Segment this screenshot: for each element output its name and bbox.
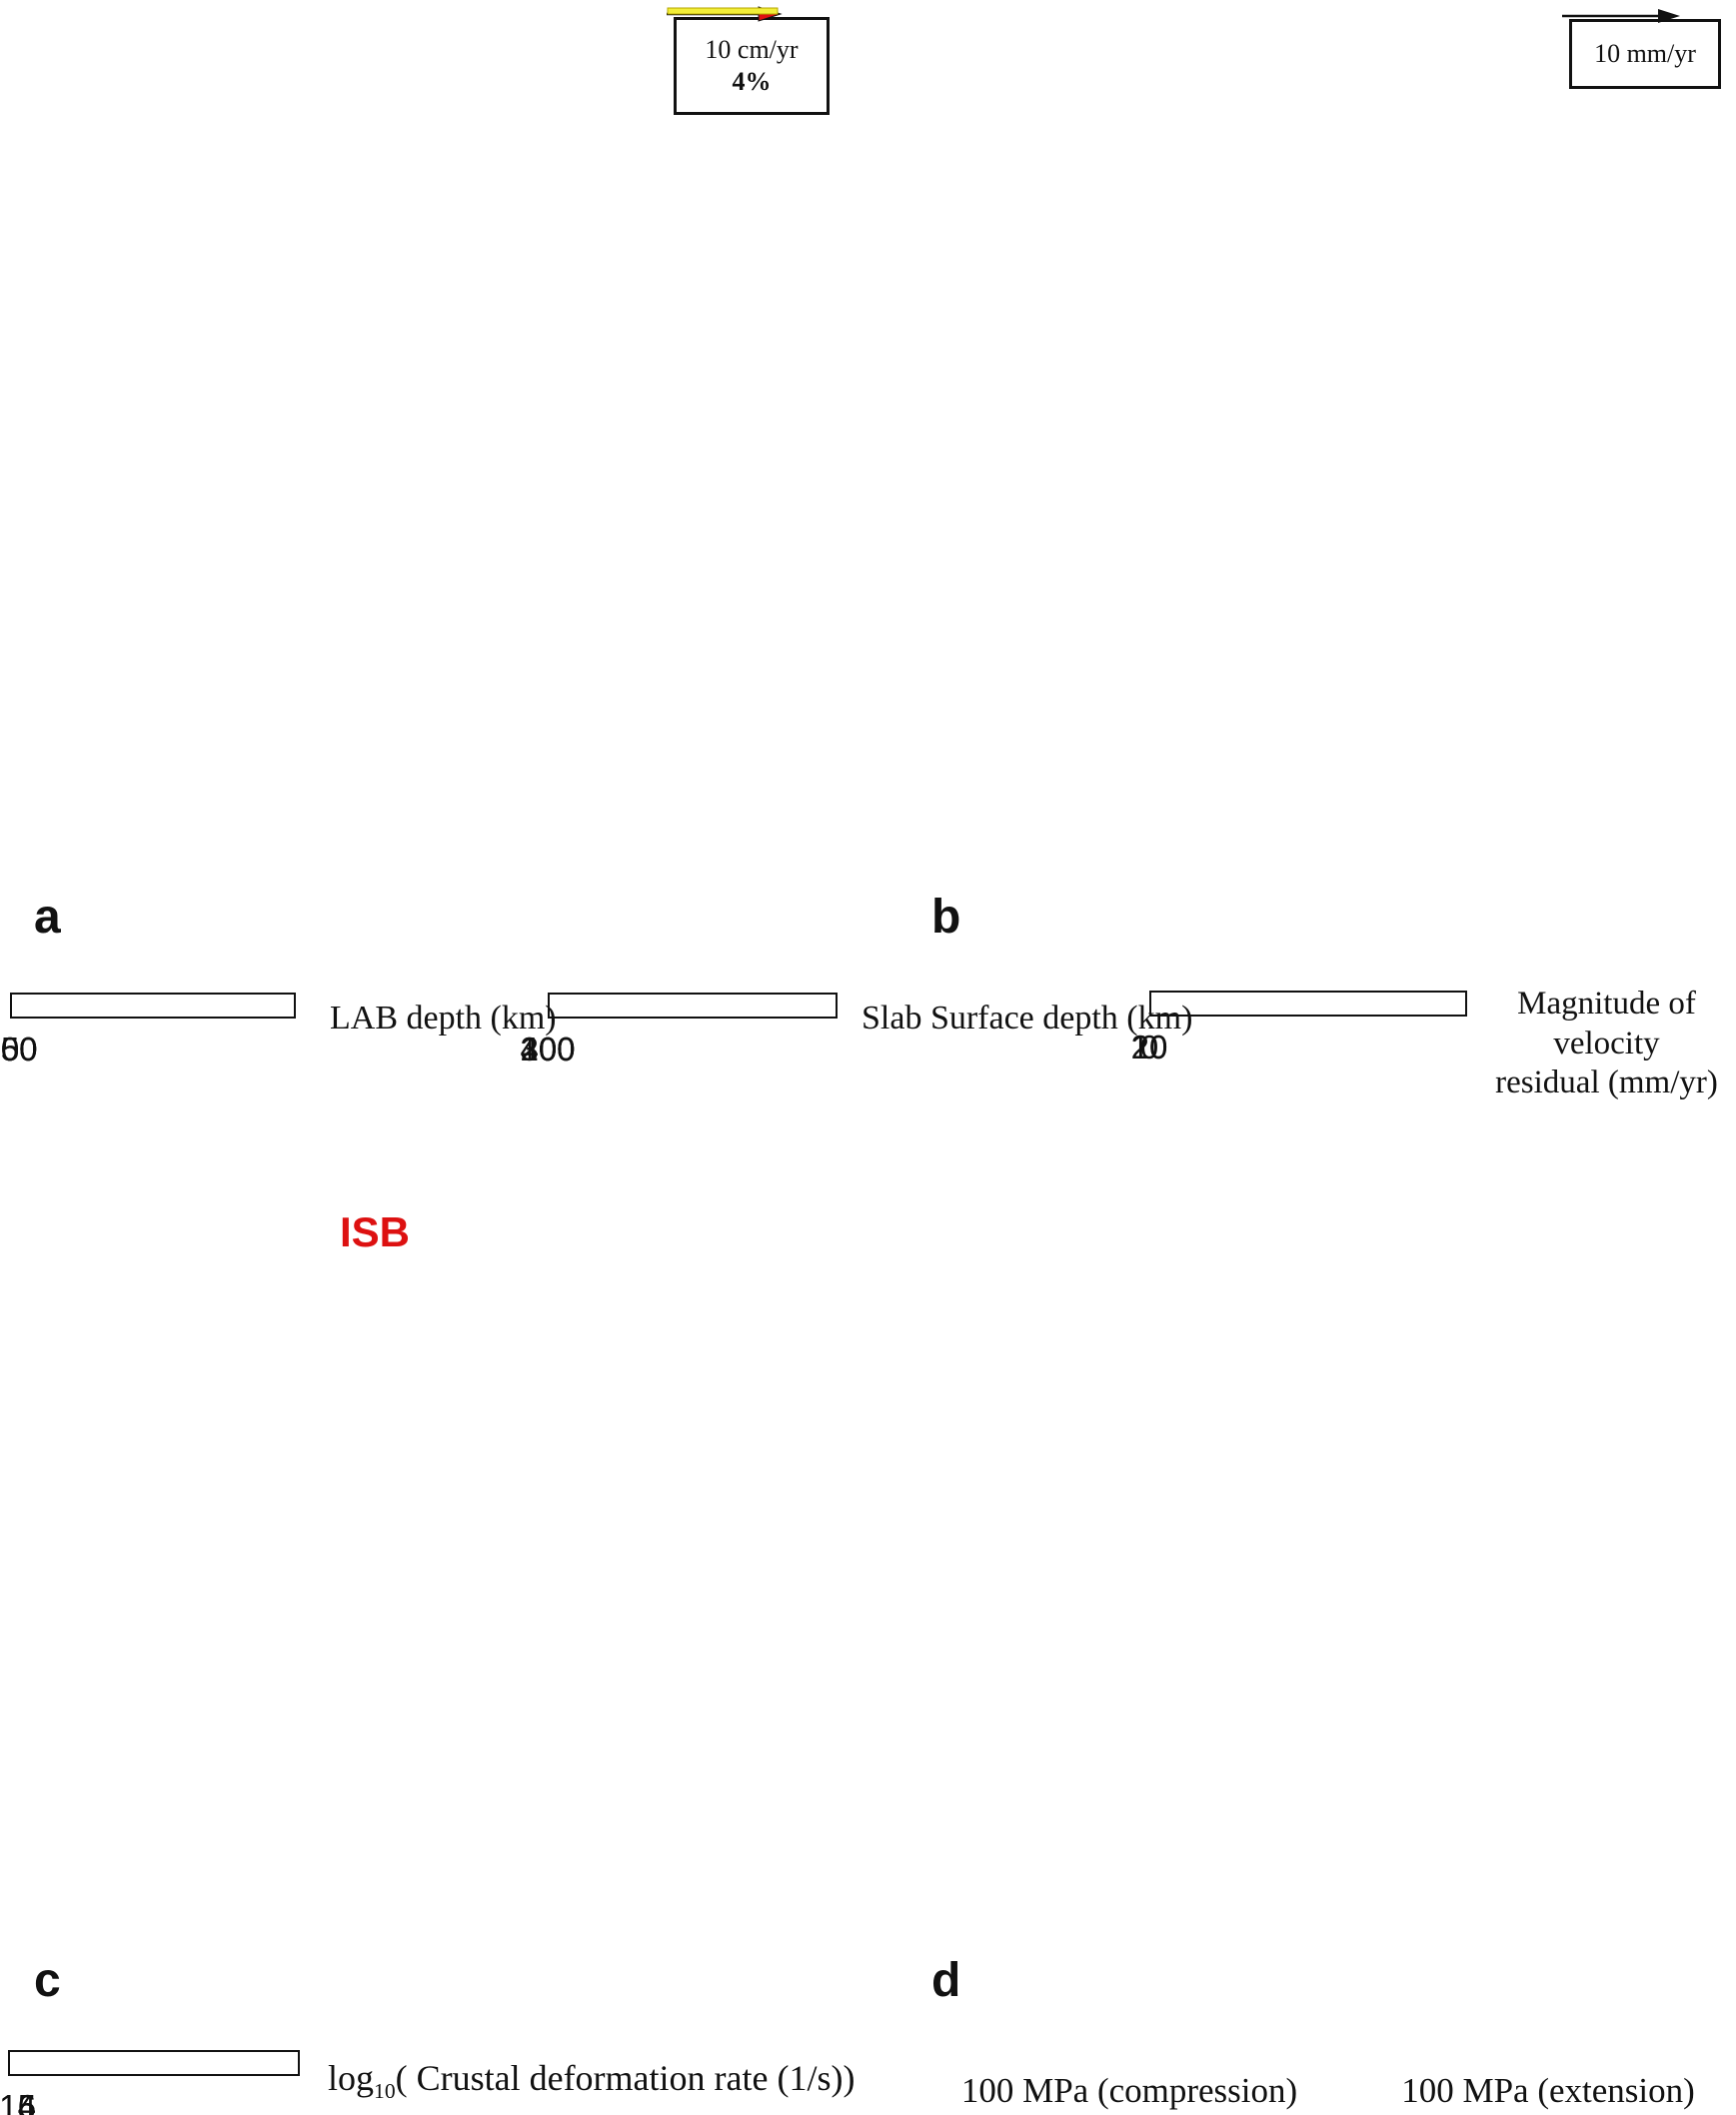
compression-legend-line xyxy=(1067,2043,1191,2050)
colorbar-tick-label: 20 xyxy=(1130,1029,1168,1065)
panel-b-scale-legend: 10 mm/yr xyxy=(1562,9,1721,89)
crustal-rate-title-prefix: log xyxy=(328,2058,375,2098)
colorbar-tick-label: −14 xyxy=(0,2088,36,2115)
slab-depth-gradient-bar xyxy=(548,993,838,1019)
crustal-rate-title: log10( Crustal deformation rate (1/s)) xyxy=(328,2057,855,2104)
crustal-rate-title-suffix: ( Crustal deformation rate (1/s)) xyxy=(395,2058,856,2098)
lab-depth-gradient-bar xyxy=(10,993,296,1019)
anisotropy-scale-label: 4% xyxy=(732,67,772,96)
panel-c-map: c ISB xyxy=(10,1071,830,2021)
anisotropy-scale-bar-icon xyxy=(667,7,779,15)
panel-d-label: d xyxy=(931,1954,961,2007)
velocity-residual-title-line1: Magnitude of velocity xyxy=(1517,986,1696,1061)
panel-a-scale-legend: 10 cm/yr 4% xyxy=(667,6,830,115)
colorbar-tick-label: 200 xyxy=(0,1031,38,1067)
panel-a-map: a 10 cm/yr 4% xyxy=(10,6,830,958)
colorbar-tick-label: 100 xyxy=(520,1031,576,1067)
panel-b-map: b 10 mm/yr xyxy=(907,6,1729,958)
colorbar-tick-label: 400 xyxy=(520,1031,576,1067)
colorbar-tick-label: 0 xyxy=(1139,1029,1159,1065)
velocity-scale-arrow-icon xyxy=(1562,9,1680,23)
panel-a-label: a xyxy=(34,891,61,944)
crustal-rate-gradient-bar xyxy=(8,2050,300,2076)
colorbar-tick-label: −15 xyxy=(0,2088,36,2115)
colorbar-tick-label: 150 xyxy=(0,1031,38,1067)
colorbar-tick-label: −16 xyxy=(0,2088,36,2115)
velocity-residual-title: Magnitude of velocity residual (mm/yr) xyxy=(1477,985,1736,1103)
isb-annotation: ISB xyxy=(340,1208,411,1255)
crustal-rate-title-sub: 10 xyxy=(374,2079,396,2104)
extension-legend-label: 100 MPa (extension) xyxy=(1401,2071,1695,2110)
compression-legend-label: 100 MPa (compression) xyxy=(960,2071,1298,2110)
panel-b-label: b xyxy=(931,891,961,944)
velocity-scale-label: 10 mm/yr xyxy=(1594,39,1696,69)
velocity-residual-gradient-bar xyxy=(1149,991,1467,1017)
colorbar-tick-label: 250 xyxy=(0,1031,38,1067)
panel-d-map: d xyxy=(907,1071,1729,2021)
lab-depth-title: LAB depth (km) xyxy=(330,1000,557,1037)
slab-depth-colorbar: 100 200 300 400 xyxy=(520,993,838,1067)
colorbar-tick-label: 200 xyxy=(520,1031,576,1067)
lab-depth-colorbar: 100 150 200 250 xyxy=(0,993,296,1067)
velocity-residual-colorbar: 0 10 20 xyxy=(1131,991,1467,1065)
colorbar-tick-label: 100 xyxy=(0,1031,38,1067)
crustal-rate-colorbar: −16 −15 −14 xyxy=(0,2050,300,2115)
velocity-residual-title-line2: residual (mm/yr) xyxy=(1495,1064,1718,1101)
slab-depth-title: Slab Surface depth (km) xyxy=(862,1000,1193,1037)
panel-c-label: c xyxy=(34,1954,61,2007)
velocity-scale-label: 10 cm/yr xyxy=(705,35,799,65)
colorbar-tick-label: 10 xyxy=(1130,1029,1168,1065)
colorbar-tick-label: 300 xyxy=(520,1031,576,1067)
extension-legend-line xyxy=(1486,2043,1610,2050)
